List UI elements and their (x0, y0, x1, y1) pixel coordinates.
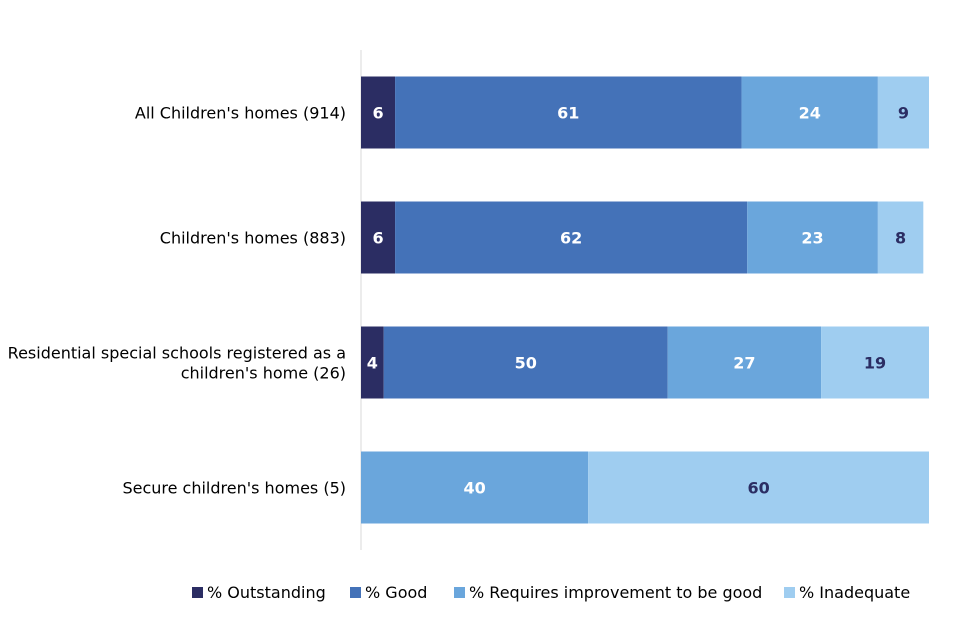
data-label: 9 (898, 104, 909, 123)
data-label: 27 (733, 354, 755, 373)
bar-segment (741, 76, 878, 149)
data-label: 40 (463, 479, 485, 498)
category-label: children's home (26) (181, 364, 346, 383)
bar-segment (877, 201, 924, 274)
category-label: Secure children's homes (5) (122, 479, 346, 498)
bar-segment (361, 451, 589, 524)
data-label: 8 (895, 229, 906, 248)
bar-segment (821, 326, 929, 399)
data-label: 61 (557, 104, 579, 123)
legend: % Outstanding % Good % Requires improvemen… (192, 583, 910, 602)
legend-label: % Good (365, 583, 427, 602)
category-labels: All Children's homes (914) Children's hom… (8, 104, 346, 498)
data-label: 24 (799, 104, 821, 123)
bar-segment (361, 201, 396, 274)
legend-swatch (454, 587, 465, 598)
legend-label: % Outstanding (207, 583, 326, 602)
data-label: 23 (801, 229, 823, 248)
bar-segment (395, 76, 742, 149)
legend-label: % Inadequate (799, 583, 910, 602)
legend-swatch (784, 587, 795, 598)
category-label: All Children's homes (914) (135, 104, 346, 123)
legend-swatch (192, 587, 203, 598)
bar-segment (588, 451, 929, 524)
bar-segment (361, 76, 396, 149)
bar-segment (361, 326, 384, 399)
bar-segment (383, 326, 668, 399)
bar-segment (667, 326, 822, 399)
data-label: 50 (515, 354, 537, 373)
data-label: 60 (747, 479, 769, 498)
bar-segment (747, 201, 878, 274)
data-label: 6 (372, 104, 383, 123)
category-label: Residential special schools registered a… (8, 344, 346, 363)
plot-area: 6 61 24 9 6 62 23 8 4 50 27 19 40 60 (360, 50, 929, 550)
legend-label: % Requires improvement to be good (469, 583, 762, 602)
legend-swatch (350, 587, 361, 598)
category-label: Children's homes (883) (160, 229, 346, 248)
data-label: 4 (367, 354, 378, 373)
data-label: 62 (560, 229, 582, 248)
data-label: 6 (372, 229, 383, 248)
bar-segment (395, 201, 748, 274)
bar-segment (877, 76, 929, 149)
data-label: 19 (864, 354, 886, 373)
